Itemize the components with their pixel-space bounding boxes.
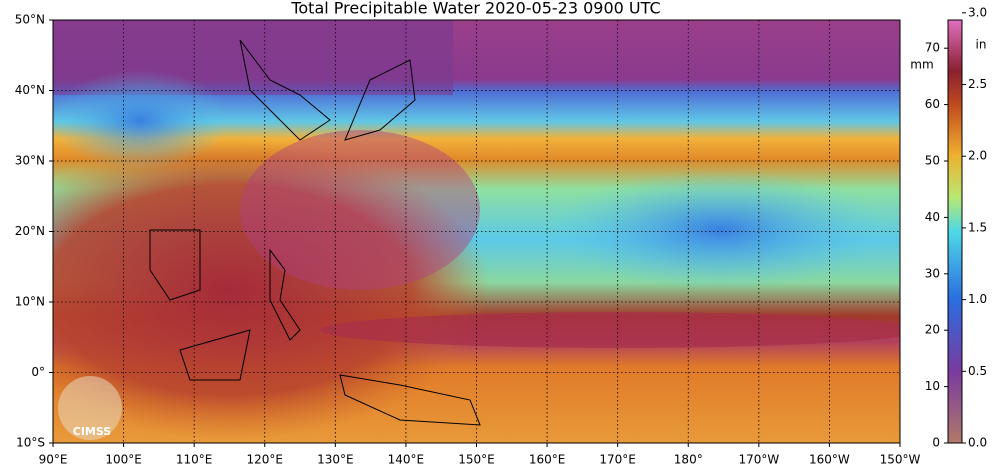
colorbar-mm-label: 0 xyxy=(932,436,940,450)
colorbar-in-label: 1.0 xyxy=(968,292,987,306)
x-tick-label: 160°E xyxy=(529,453,566,467)
colorbar xyxy=(947,19,963,444)
y-tick-label: 40°N xyxy=(15,83,45,97)
x-tick-label: 100°E xyxy=(105,453,142,467)
logo: CIMSS xyxy=(58,376,122,440)
colorbar-in-label: 1.5 xyxy=(968,220,987,234)
colorbar-mm-label: 20 xyxy=(925,323,940,337)
colorbar-mm-label: 30 xyxy=(925,266,940,280)
x-tick-label: 170°E xyxy=(599,453,636,467)
colorbar-in-label: 3.0 xyxy=(968,5,987,19)
colorbar-mm-label: 70 xyxy=(925,41,940,55)
y-tick-label: 0° xyxy=(31,365,45,379)
x-tick-label: 110°E xyxy=(176,453,213,467)
colorbar-in-label: 0.5 xyxy=(968,364,987,378)
x-tick-label: 160°W xyxy=(809,453,850,467)
x-tick-label: 90°E xyxy=(39,453,68,467)
x-tick-label: 180° xyxy=(674,453,703,467)
map-title: Total Precipitable Water 2020-05-23 0900… xyxy=(290,0,660,18)
colorbar-in-label: 2.0 xyxy=(968,149,987,163)
x-tick-label: 170°W xyxy=(738,453,779,467)
logo-text: CIMSS xyxy=(73,425,112,438)
y-tick-label: 30°N xyxy=(15,154,45,168)
colorbar-in-label: 0.0 xyxy=(968,436,987,450)
x-tick-label: 130°E xyxy=(317,453,354,467)
colorbar-mm-label: mm xyxy=(910,58,933,72)
colorbar-in-label: in xyxy=(976,38,987,52)
colorbar-mm-label: 60 xyxy=(925,97,940,111)
y-tick-label: 10°N xyxy=(15,295,45,309)
x-tick-label: 140°E xyxy=(388,453,425,467)
y-tick-label: 20°N xyxy=(15,224,45,238)
colorbar-mm-label: 40 xyxy=(925,210,940,224)
x-tick-label: 120°E xyxy=(247,453,284,467)
tpw-image xyxy=(53,20,900,443)
colorbar-mm-label: 10 xyxy=(925,379,940,393)
x-tick-label: 150°E xyxy=(458,453,495,467)
y-tick-label: 10°S xyxy=(16,436,45,450)
y-tick-label: 50°N xyxy=(15,13,45,27)
colorbar-mm-label: 50 xyxy=(925,154,940,168)
x-tick-label: 150°W xyxy=(880,453,921,467)
colorbar-in-label: 2.5 xyxy=(968,77,987,91)
